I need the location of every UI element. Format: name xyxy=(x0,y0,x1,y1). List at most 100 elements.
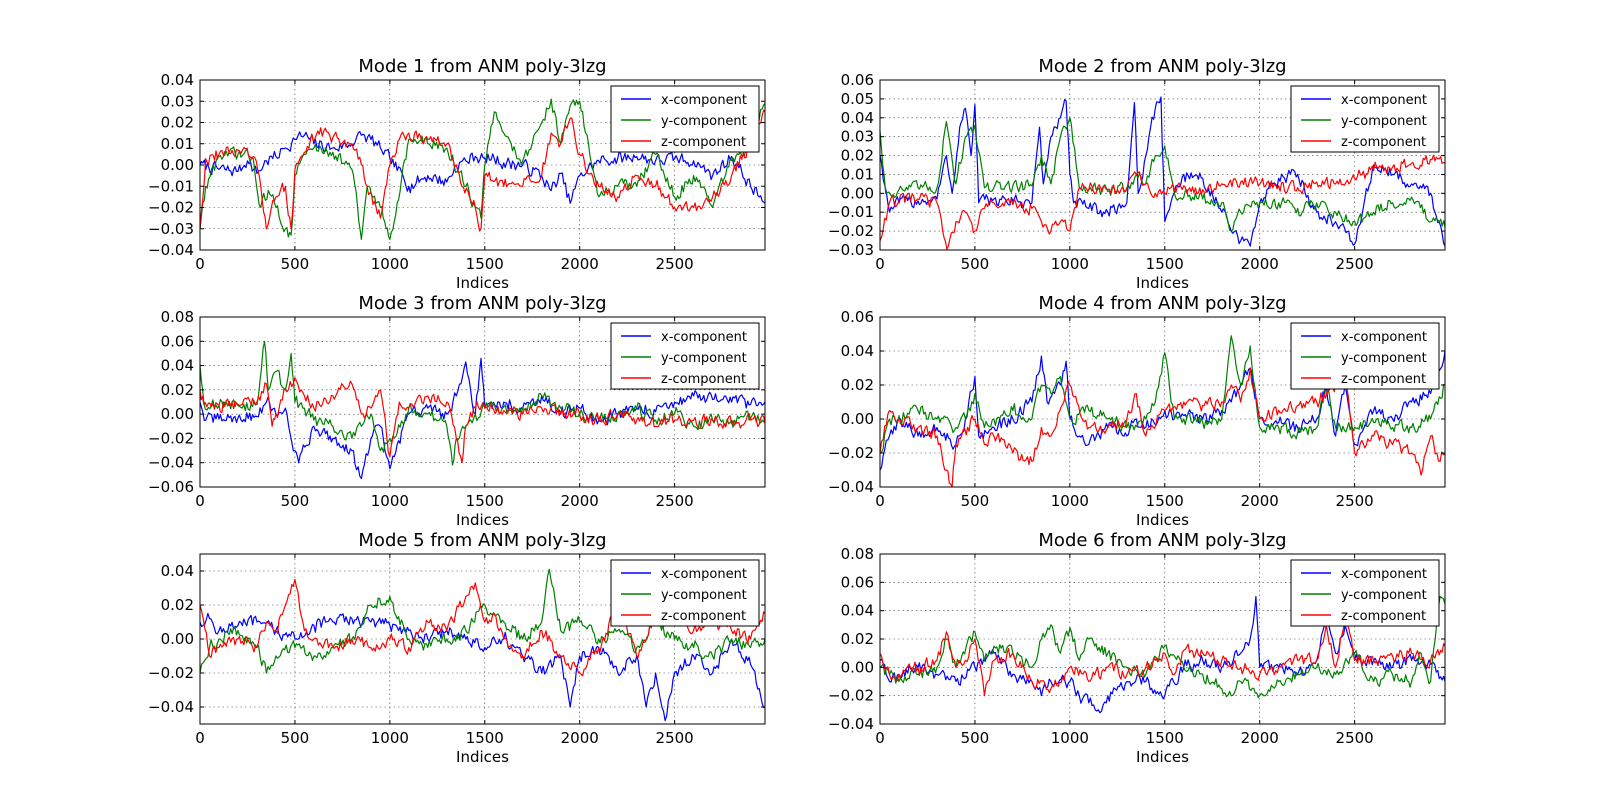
y-tick-label: 0.04 xyxy=(161,562,194,580)
x-tick-label: 500 xyxy=(961,729,990,747)
legend: x-component y-component z-component xyxy=(1290,322,1440,390)
x-tick-label: 1500 xyxy=(1146,255,1184,273)
series-line-z-component xyxy=(200,377,765,464)
chart-title: Mode 5 from ANM poly-3lzg xyxy=(358,530,606,551)
legend-label: z-component xyxy=(1341,135,1426,150)
x-tick-label: 2000 xyxy=(561,255,599,273)
legend-label: z-component xyxy=(661,372,746,387)
x-tick-label: 500 xyxy=(961,492,990,510)
y-tick-label: 0.06 xyxy=(841,573,874,591)
series-line-y-component xyxy=(880,335,1445,454)
y-tick-label: −0.03 xyxy=(148,220,194,238)
y-tick-label: 0.06 xyxy=(161,332,194,350)
x-axis-label: Indices xyxy=(1136,748,1189,766)
y-tick-label: −0.04 xyxy=(148,698,194,716)
y-tick-label: −0.02 xyxy=(148,199,194,217)
series-line-z-component xyxy=(880,367,1445,487)
legend-label: x-component xyxy=(1341,330,1427,345)
y-tick-label: 0.00 xyxy=(161,405,194,423)
y-tick-label: 0.01 xyxy=(841,165,874,183)
mode-6-panel: 0 500 1000 1500 2000 2500 −0.04 −0.02 0.00 0.02 0.… xyxy=(828,530,1446,766)
plot-frame xyxy=(199,316,766,488)
x-tick-label: 1500 xyxy=(1146,492,1184,510)
legend: x-component y-component z-component xyxy=(1290,85,1440,153)
legend-label: y-component xyxy=(661,588,747,603)
x-tick-label: 0 xyxy=(195,492,205,510)
plot-frame xyxy=(879,79,1446,251)
legend-label: x-component xyxy=(661,330,747,345)
legend-label: x-component xyxy=(661,567,747,582)
y-tick-label: 0.06 xyxy=(841,308,874,326)
legend-label: y-component xyxy=(1341,588,1427,603)
x-tick-label: 2000 xyxy=(1241,255,1279,273)
y-tick-label: 0.03 xyxy=(841,128,874,146)
y-tick-label: 0.08 xyxy=(841,545,874,563)
x-axis-label: Indices xyxy=(456,274,509,292)
legend: x-component y-component z-component xyxy=(610,559,760,627)
y-tick-label: 0.00 xyxy=(841,410,874,428)
y-tick-label: 0.04 xyxy=(161,71,194,89)
x-tick-label: 1500 xyxy=(466,729,504,747)
y-tick-label: −0.04 xyxy=(148,454,194,472)
chart-title: Mode 6 from ANM poly-3lzg xyxy=(1038,530,1286,551)
x-axis-label: Indices xyxy=(456,748,509,766)
legend-label: y-component xyxy=(661,351,747,366)
x-tick-label: 1000 xyxy=(1051,492,1089,510)
y-tick-label: −0.02 xyxy=(148,429,194,447)
y-tick-label: −0.04 xyxy=(828,715,874,733)
y-tick-label: 0.00 xyxy=(161,630,194,648)
series-line-y-component xyxy=(880,117,1445,232)
legend-label: x-component xyxy=(661,93,747,108)
plot-frame xyxy=(879,316,1446,488)
chart-title: Mode 4 from ANM poly-3lzg xyxy=(1038,293,1286,314)
x-tick-label: 2000 xyxy=(561,492,599,510)
mode-1-panel: 0 500 1000 1500 2000 2500 −0.04 −0.03 −0.02 −0.01… xyxy=(148,56,766,292)
y-tick-label: 0.00 xyxy=(841,184,874,202)
x-tick-label: 2000 xyxy=(1241,492,1279,510)
x-axis-label: Indices xyxy=(1136,511,1189,529)
x-tick-label: 1500 xyxy=(1146,729,1184,747)
series-line-x-component xyxy=(880,96,1445,247)
y-tick-label: 0.02 xyxy=(841,630,874,648)
y-tick-label: 0.02 xyxy=(841,376,874,394)
y-tick-label: −0.02 xyxy=(148,664,194,682)
y-tick-label: 0.04 xyxy=(841,602,874,620)
x-axis-label: Indices xyxy=(456,511,509,529)
series-line-z-component xyxy=(200,109,765,232)
y-tick-label: −0.04 xyxy=(148,241,194,259)
x-tick-label: 2500 xyxy=(1336,255,1374,273)
x-tick-label: 1000 xyxy=(1051,255,1089,273)
y-tick-label: 0.04 xyxy=(841,342,874,360)
x-tick-label: 2500 xyxy=(1336,729,1374,747)
legend-label: z-component xyxy=(1341,372,1426,387)
legend: x-component y-component z-component xyxy=(1290,559,1440,627)
chart-title: Mode 2 from ANM poly-3lzg xyxy=(1038,56,1286,77)
legend: x-component y-component z-component xyxy=(610,85,760,153)
y-tick-label: 0.00 xyxy=(841,658,874,676)
mode-3-panel: 0 500 1000 1500 2000 2500 −0.06 −0.04 −0.02 0.00 0… xyxy=(148,293,766,529)
x-tick-label: 2500 xyxy=(656,492,694,510)
mode-2-panel: 0 500 1000 1500 2000 2500−0.03−0.02−0.010.000… xyxy=(828,56,1446,292)
series-line-z-component xyxy=(880,154,1445,250)
x-tick-label: 0 xyxy=(195,255,205,273)
series-line-y-component xyxy=(200,568,765,674)
y-tick-label: −0.02 xyxy=(828,444,874,462)
chart-title: Mode 3 from ANM poly-3lzg xyxy=(358,293,606,314)
x-tick-label: 2500 xyxy=(656,729,694,747)
x-axis-label: Indices xyxy=(1136,274,1189,292)
x-tick-label: 2500 xyxy=(1336,492,1374,510)
y-tick-label: 0.05 xyxy=(841,90,874,108)
y-tick-label: 0.02 xyxy=(161,596,194,614)
x-tick-label: 500 xyxy=(281,492,310,510)
x-tick-label: 500 xyxy=(961,255,990,273)
x-tick-label: 500 xyxy=(281,255,310,273)
legend-label: y-component xyxy=(1341,114,1427,129)
legend: x-component y-component z-component xyxy=(610,322,760,390)
chart-title: Mode 1 from ANM poly-3lzg xyxy=(358,56,606,77)
mode-4-panel: 0 500 1000 1500 2000 2500 −0.04 −0.02 0.00 0.02 0.… xyxy=(828,293,1446,529)
x-tick-label: 2000 xyxy=(561,729,599,747)
y-tick-label: 0.03 xyxy=(161,92,194,110)
y-tick-label: 0.01 xyxy=(161,135,194,153)
x-tick-label: 0 xyxy=(875,492,885,510)
